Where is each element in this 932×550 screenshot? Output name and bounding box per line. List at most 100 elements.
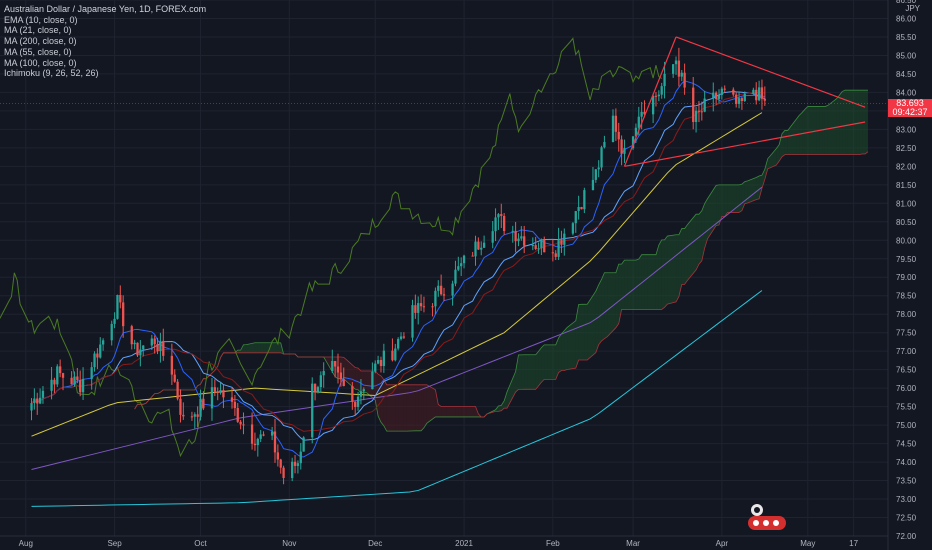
candle-body	[339, 372, 343, 380]
cloud-segment	[584, 304, 588, 360]
candle-body	[414, 305, 417, 313]
y-tick-label: 81.50	[896, 181, 917, 190]
candle-body	[600, 147, 603, 168]
candle-body	[732, 89, 735, 95]
legend-ma55[interactable]: MA (55, close, 0)	[4, 46, 72, 57]
legend-ma21[interactable]: MA (21, close, 0)	[4, 25, 72, 36]
candle-body	[594, 169, 597, 180]
candle-body	[336, 366, 340, 373]
candle-body	[356, 396, 360, 407]
legend-ma100[interactable]: MA (100, close, 0)	[4, 57, 77, 68]
candle-body	[580, 206, 583, 210]
cloud-segment	[237, 350, 241, 353]
candle-body	[712, 92, 715, 99]
cloud-segment	[624, 260, 628, 310]
candle-body	[640, 111, 643, 117]
candle-body	[474, 241, 477, 257]
price-axis[interactable]: 72.00 72.50 73.00 73.50 74.00 74.50 75.00 75.50…	[887, 0, 917, 550]
candle-body	[540, 239, 543, 249]
candle-body	[133, 342, 136, 345]
candle-body	[677, 60, 681, 77]
cloud-segment	[707, 185, 717, 239]
cloud-segment	[767, 148, 777, 169]
candle-body	[480, 247, 483, 250]
candle-body	[660, 86, 663, 95]
senkou-span-a	[134, 89, 868, 432]
cloud-segment	[343, 357, 347, 382]
cloud-segment	[438, 404, 442, 417]
legend-ema10[interactable]: EMA (10, close, 0)	[4, 14, 78, 25]
cloud-segment	[784, 130, 788, 155]
y-tick-label: 81.00	[896, 199, 917, 208]
candle-body	[419, 303, 423, 307]
legend-ichimoku[interactable]: Ichimoku (9, 26, 52, 26)	[4, 68, 99, 79]
candle-body	[150, 338, 153, 346]
cloud-segment	[541, 344, 545, 383]
ichimoku-cloud	[134, 89, 869, 432]
cloud-segment	[383, 379, 387, 432]
y-tick-label: 78.50	[896, 292, 917, 301]
time-axis[interactable]: Aug Sep Oct Nov Dec 2021 Feb Mar Apr May 17	[0, 535, 888, 548]
cloud-segment	[601, 272, 605, 341]
cloud-segment	[598, 279, 602, 345]
cloud-segment	[498, 405, 502, 412]
cloud-segment	[561, 330, 565, 371]
candle-body	[680, 72, 683, 77]
cloud-segment	[435, 389, 439, 417]
kijun-line	[31, 91, 765, 432]
candle-body	[93, 353, 96, 368]
candle-body	[683, 72, 686, 88]
cloud-segment	[687, 214, 697, 281]
countdown-badge: 09:42:37	[888, 108, 932, 117]
cloud-segment	[426, 384, 436, 424]
candle-body	[322, 370, 325, 376]
legend-ma200[interactable]: MA (200, close, 0)	[4, 36, 77, 47]
candle-body	[657, 94, 660, 97]
candle-body	[663, 73, 666, 87]
candle-body	[462, 255, 466, 264]
candle-body	[620, 139, 623, 154]
candle-body	[153, 338, 156, 345]
candle-body	[259, 434, 262, 439]
cloud-segment	[804, 106, 808, 155]
symbol-title[interactable]: Australian Dollar / Japanese Yen, 1D, FO…	[4, 4, 207, 14]
cloud-segment	[655, 244, 659, 310]
candle-body	[411, 305, 414, 338]
candle-body	[371, 371, 374, 390]
candle-body	[354, 401, 357, 407]
candle-body	[76, 376, 79, 381]
candle-body	[379, 359, 383, 367]
candle-body	[451, 283, 454, 296]
x-tick-label: 2021	[455, 539, 473, 548]
candle-body	[631, 136, 635, 149]
cloud-segment	[615, 264, 619, 328]
candle-body	[279, 459, 282, 468]
cloud-segment	[378, 374, 381, 423]
cloud-segment	[696, 214, 699, 270]
candle-body	[500, 214, 503, 216]
candle-body	[743, 93, 746, 102]
cloud-segment	[741, 181, 745, 211]
candle-body	[351, 386, 354, 402]
candle-body	[242, 424, 245, 426]
candle-body	[331, 360, 334, 371]
candle-body	[202, 398, 205, 409]
cloud-segment	[604, 272, 608, 339]
candle-body	[597, 167, 600, 170]
triangle-upper-line	[675, 36, 866, 108]
candle-body	[752, 89, 755, 94]
cloud-segment	[739, 184, 742, 213]
y-tick-label: 75.50	[896, 403, 917, 412]
candle-body	[41, 390, 45, 398]
y-tick-label: 77.00	[896, 347, 917, 356]
cloud-segment	[836, 95, 840, 155]
chart-grid	[0, 0, 888, 537]
candle-body	[230, 397, 234, 402]
cloud-segment	[518, 354, 522, 390]
candle-body	[182, 414, 185, 417]
cloud-segment	[277, 342, 281, 353]
cloud-segment	[638, 254, 642, 310]
candle-body	[735, 94, 738, 104]
cloud-segment	[635, 259, 639, 310]
